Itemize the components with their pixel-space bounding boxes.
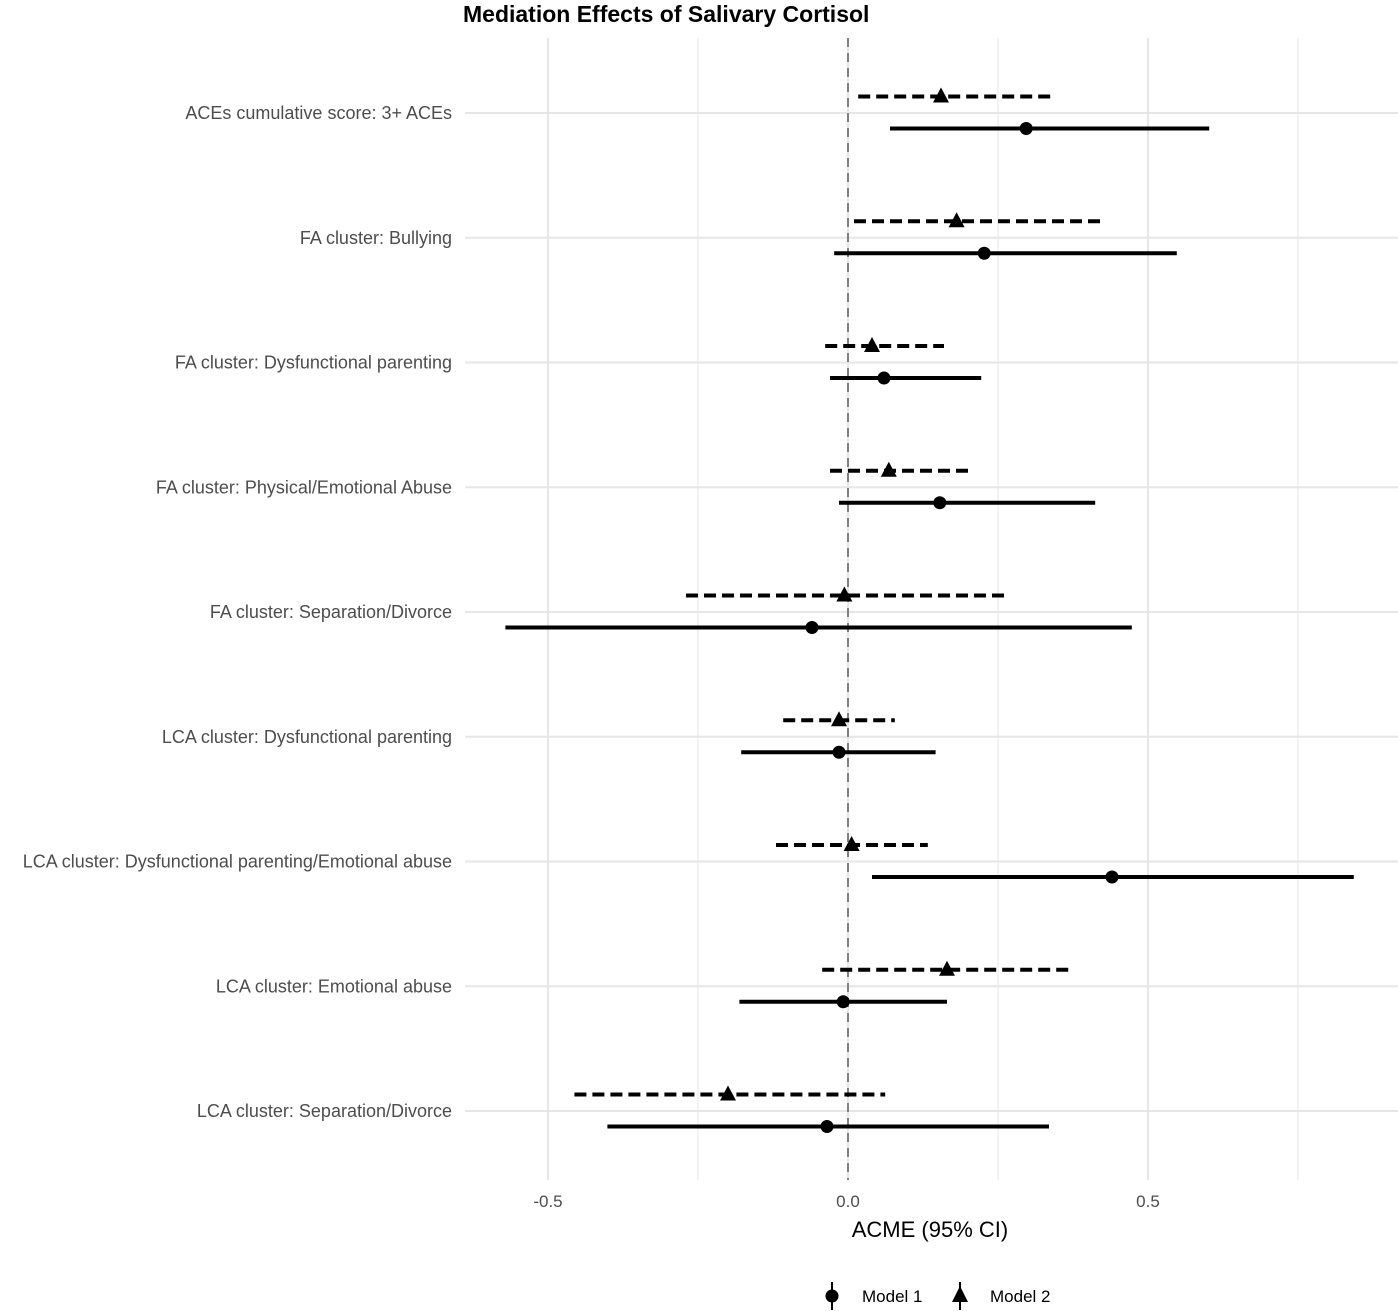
x-axis-title: ACME (95% CI)	[852, 1217, 1008, 1242]
model2-point	[843, 836, 860, 851]
model2-point	[933, 87, 949, 103]
model2-point	[831, 711, 847, 727]
category-label: ACEs cumulative score: 3+ ACEs	[185, 103, 452, 123]
category-label: FA cluster: Dysfunctional parenting	[175, 353, 452, 373]
x-tick-label: -0.5	[533, 1192, 562, 1211]
category-label: LCA cluster: Dysfunctional parenting/Emo…	[23, 852, 452, 872]
model2-point	[948, 212, 965, 228]
legend: Model 1 Model 2	[825, 1282, 1050, 1310]
model1-point	[805, 621, 819, 634]
category-label: LCA cluster: Separation/Divorce	[197, 1101, 452, 1121]
model1-point	[1019, 122, 1033, 135]
model1-point	[933, 496, 947, 510]
legend-label: Model 2	[990, 1287, 1050, 1306]
legend-triangle-icon	[952, 1286, 968, 1302]
model2-point	[864, 337, 880, 352]
model1-point	[836, 995, 850, 1009]
x-tick-label: 0.5	[1136, 1192, 1160, 1211]
x-tick-label: 0.0	[836, 1192, 860, 1211]
model1-point	[1105, 870, 1119, 884]
model2-point	[836, 586, 853, 602]
model1-point	[977, 246, 991, 260]
model2-point	[720, 1085, 736, 1101]
grid-layer	[465, 38, 1398, 1180]
model2-point	[880, 461, 897, 477]
category-label: LCA cluster: Dysfunctional parenting	[162, 727, 452, 747]
legend-circle-icon	[825, 1289, 839, 1303]
chart-title: Mediation Effects of Salivary Cortisol	[463, 1, 869, 27]
model1-point	[877, 371, 891, 385]
category-label: FA cluster: Physical/Emotional Abuse	[156, 477, 452, 497]
marks-layer	[505, 38, 1354, 1180]
model1-point	[832, 745, 846, 759]
category-labels: ACEs cumulative score: 3+ ACEs FA cluster…	[23, 103, 452, 1121]
model1-point	[820, 1120, 834, 1133]
category-label: FA cluster: Separation/Divorce	[210, 602, 452, 622]
x-tick-labels: -0.5 0.0 0.5	[533, 1192, 1159, 1211]
category-label: FA cluster: Bullying	[300, 228, 452, 248]
category-label: LCA cluster: Emotional abuse	[216, 976, 452, 996]
model2-point	[939, 960, 955, 976]
legend-label: Model 1	[862, 1287, 922, 1306]
